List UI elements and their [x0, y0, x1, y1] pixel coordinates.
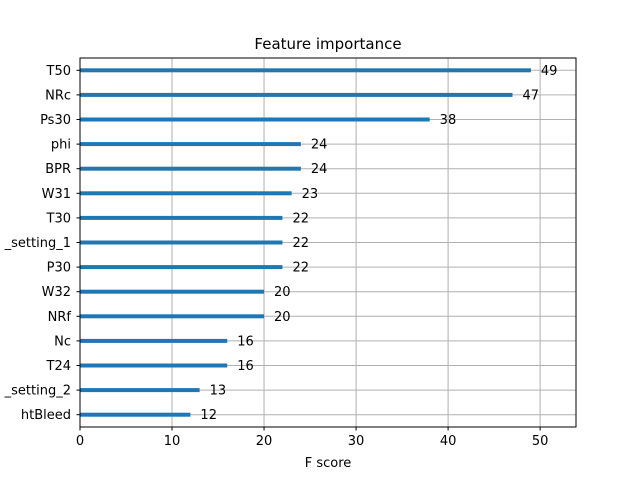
data-label: 16: [237, 359, 254, 374]
y-tick-label: htBleed: [21, 408, 71, 423]
bar: [80, 363, 228, 368]
y-tick-label: Ps30: [40, 113, 71, 128]
x-tick-label: 40: [440, 434, 457, 449]
bar: [80, 265, 283, 270]
bar: [80, 166, 301, 171]
data-label: 22: [292, 236, 309, 251]
data-label: 49: [541, 64, 558, 79]
data-label: 22: [292, 211, 309, 226]
chart-title: Feature importance: [254, 35, 401, 53]
y-tick-label: W31: [42, 187, 71, 202]
bar: [80, 338, 228, 343]
y-tick-label: T30: [46, 211, 71, 226]
bar: [80, 314, 265, 319]
data-label: 13: [210, 384, 227, 399]
bar: [80, 117, 430, 122]
x-tick-label: 50: [532, 434, 549, 449]
bar: [80, 240, 283, 245]
bar: [80, 191, 292, 196]
bar: [80, 412, 191, 417]
y-tick-label: T50: [46, 64, 71, 79]
y-tick-label: phi: [51, 138, 71, 153]
data-label: 47: [523, 88, 540, 103]
data-label: 38: [440, 113, 457, 128]
x-axis-label: F score: [305, 456, 352, 471]
bar: [80, 142, 301, 147]
y-tick-label: NRc: [45, 88, 71, 103]
data-label: 16: [237, 334, 254, 349]
data-label: 23: [302, 187, 319, 202]
plot-frame: [79, 57, 577, 428]
data-label: 24: [311, 162, 328, 177]
x-tick-layer: 0 10 20 30 40 50: [76, 427, 549, 449]
data-label: 12: [200, 408, 217, 423]
y-tick-label: W32: [42, 285, 71, 300]
bar: [80, 215, 283, 220]
x-tick-label: 10: [164, 434, 181, 449]
data-label: 24: [311, 138, 328, 153]
data-label: 22: [292, 261, 309, 276]
bar: [80, 388, 200, 393]
x-tick-label: 30: [348, 434, 365, 449]
bar: [80, 92, 513, 97]
bar-layer: [80, 68, 531, 417]
bar: [80, 289, 265, 294]
y-tick-label: T24: [46, 359, 71, 374]
data-label: 20: [274, 310, 291, 325]
x-tick-label: 20: [256, 434, 273, 449]
y-tick-label: Nc: [54, 334, 71, 349]
y-tick-label: NRf: [48, 310, 72, 325]
y-tick-label: BPR: [45, 162, 71, 177]
y-tick-label: P30: [47, 261, 71, 276]
y-tick-label: _setting_1: [4, 236, 71, 251]
data-label: 20: [274, 285, 291, 300]
y-tick-layer: T50 NRc Ps30 phi BPR W31 T30 _setting_1 P30 W32 NR…: [4, 64, 80, 423]
x-tick-label: 0: [76, 434, 84, 449]
bar: [80, 68, 531, 73]
y-tick-label: _setting_2: [4, 384, 71, 399]
